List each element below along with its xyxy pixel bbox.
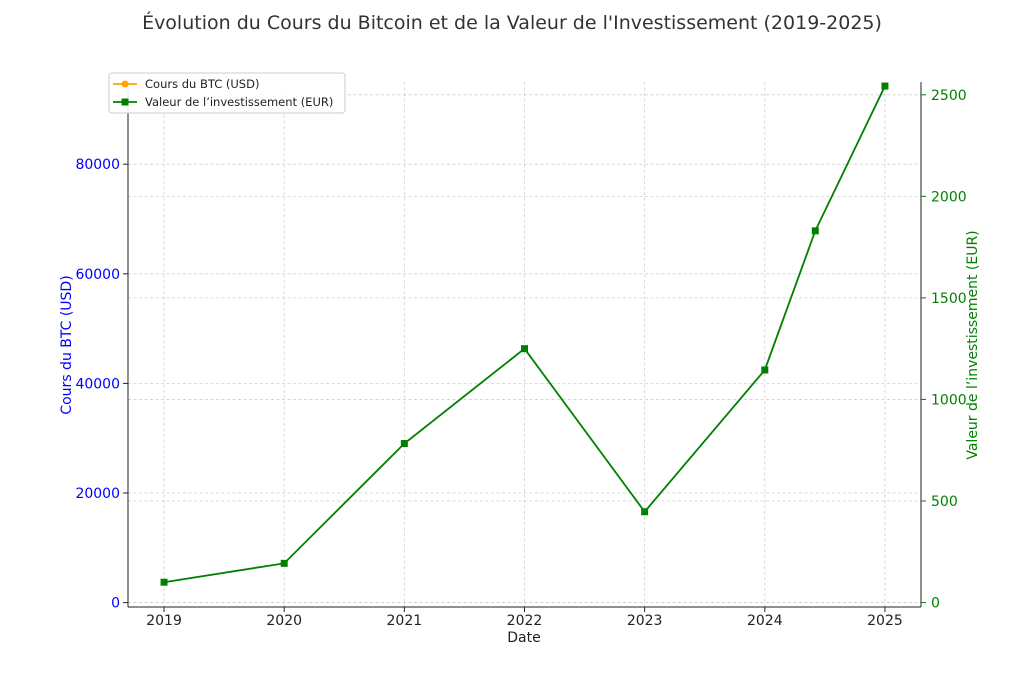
- x-tick-label: 2023: [627, 613, 663, 629]
- x-tick-label: 2025: [867, 613, 903, 629]
- x-tick-label: 2021: [387, 613, 423, 629]
- legend: Cours du BTC (USD) Valeur de l’investisse…: [108, 72, 346, 114]
- data-point: [881, 82, 889, 90]
- data-point: [400, 440, 408, 448]
- y-right-tick-label: 1500: [931, 291, 967, 307]
- y-left-tick-label: 80000: [75, 157, 120, 173]
- data-point: [521, 345, 528, 353]
- legend-marker: [121, 98, 129, 106]
- y-right-tick-label: 0: [931, 596, 940, 612]
- y-right-tick-label: 2500: [931, 88, 967, 104]
- legend-label: Cours du BTC (USD): [145, 77, 259, 91]
- x-tick-label: 2024: [747, 613, 783, 629]
- grid: [128, 82, 921, 607]
- x-tick-label: 2019: [146, 613, 182, 629]
- legend-box: [108, 72, 346, 114]
- y-left-tick-label: 60000: [75, 267, 120, 283]
- y-right-tick-label: 500: [931, 494, 958, 510]
- data-point: [280, 559, 288, 567]
- ticks: 2019 2020 2021 2022 2023 2024 2025020000400006…: [75, 88, 966, 629]
- x-tick-label: 2020: [266, 613, 302, 629]
- y-left-tick-label: 20000: [75, 486, 120, 502]
- x-tick-label: 2022: [507, 613, 543, 629]
- data-point: [761, 366, 769, 374]
- plot-area: [160, 82, 889, 586]
- legend-marker: [121, 80, 129, 88]
- y-left-tick-label: 0: [111, 596, 120, 612]
- y-axis-left-label: Cours du BTC (USD): [59, 275, 75, 414]
- series-line: [163, 85, 886, 584]
- chart-title: Évolution du Cours du Bitcoin et de la V…: [142, 11, 882, 34]
- y-right-tick-label: 2000: [931, 189, 967, 205]
- x-axis-label: Date: [507, 630, 540, 646]
- data-point: [811, 227, 819, 235]
- y-right-tick-label: 1000: [931, 392, 967, 408]
- data-point: [160, 578, 168, 586]
- y-axis-right-label: Valeur de l’investissement (EUR): [965, 230, 981, 459]
- legend-label: Valeur de l’investissement (EUR): [145, 95, 333, 109]
- y-left-tick-label: 40000: [75, 376, 120, 392]
- data-point: [641, 508, 649, 516]
